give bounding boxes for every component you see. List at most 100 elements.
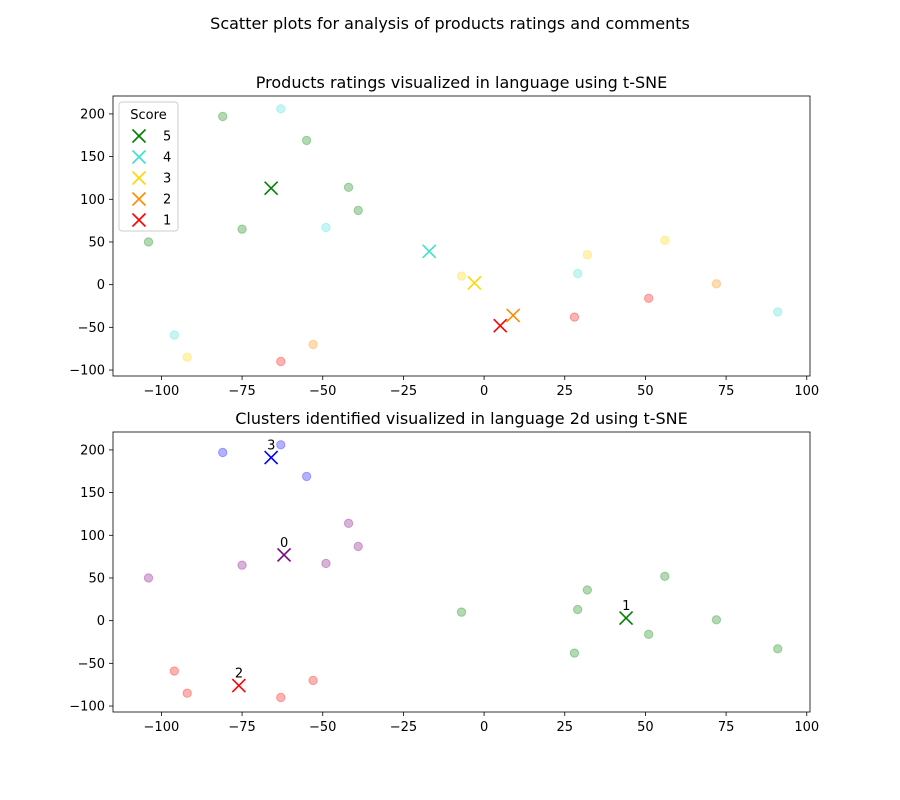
point-series-5	[343, 182, 354, 193]
y-tick-label: −50	[78, 321, 105, 336]
point-series-0	[321, 558, 331, 569]
point-series-4	[321, 222, 331, 233]
y-tick-label: 150	[80, 150, 105, 165]
ratings-scatter-title: Products ratings visualized in language …	[256, 73, 667, 92]
centroid-marker-3	[264, 450, 279, 465]
point-series-3	[582, 250, 593, 260]
point-series-0	[237, 560, 247, 570]
x-tick-label: −75	[228, 384, 255, 399]
point-series-1	[643, 293, 654, 304]
point-series-1	[569, 312, 580, 322]
point-series-2	[169, 666, 180, 676]
y-tick-label: 100	[80, 193, 105, 208]
x-tick-label: −100	[144, 384, 180, 399]
legend-label-4: 4	[163, 151, 171, 166]
y-tick-label: 100	[80, 529, 105, 544]
point-series-1	[773, 644, 783, 654]
centroid-marker-3	[467, 275, 482, 291]
point-series-2	[182, 688, 192, 698]
legend-frame	[118, 101, 179, 232]
point-series-1	[572, 604, 583, 615]
x-tick-label: 0	[480, 720, 488, 735]
legend-marker-2	[131, 191, 147, 207]
centroid-marker-5	[264, 181, 279, 196]
clusters-scatter-panel: Clusters identified visualized in langua…	[69, 409, 819, 735]
point-series-2	[308, 675, 318, 686]
point-series-4	[773, 307, 783, 317]
legend-marker-1	[131, 212, 147, 228]
point-series-3	[301, 471, 312, 482]
legend-label-5: 5	[163, 130, 171, 145]
point-series-5	[218, 111, 228, 122]
centroid-marker-1	[619, 611, 634, 626]
legend-label-2: 2	[163, 193, 171, 208]
point-series-0	[343, 518, 354, 529]
figure-suptitle: Scatter plots for analysis of products r…	[210, 14, 690, 33]
centroid-marker-0	[276, 547, 292, 562]
centroid-label-1: 1	[622, 599, 630, 614]
point-series-1	[569, 648, 580, 658]
clusters-scatter-title: Clusters identified visualized in langua…	[235, 409, 688, 428]
centroid-marker-4	[422, 244, 437, 259]
point-series-3	[276, 440, 286, 450]
point-series-5	[301, 135, 312, 146]
point-series-3	[456, 271, 467, 281]
point-series-4	[276, 104, 286, 114]
point-series-4	[169, 330, 180, 340]
centroid-label-3: 3	[267, 439, 275, 454]
x-tick-label: 100	[794, 720, 819, 735]
x-tick-label: −50	[309, 384, 336, 399]
legend: Score 5 4 3 2 1	[118, 101, 179, 232]
y-tick-label: −50	[78, 657, 105, 672]
y-tick-label: 50	[88, 571, 105, 586]
point-series-4	[572, 268, 583, 279]
plot-frame	[112, 431, 811, 713]
x-tick-label: −50	[309, 720, 336, 735]
y-tick-label: 0	[97, 614, 105, 629]
point-series-5	[353, 205, 363, 216]
x-tick-label: 25	[556, 384, 573, 399]
point-series-3	[660, 235, 670, 245]
point-series-3	[182, 352, 192, 362]
centroid-marker-2	[506, 308, 521, 323]
x-tick-label: −100	[144, 720, 180, 735]
ratings-scatter-panel: Products ratings visualized in language …	[69, 73, 819, 399]
point-series-1	[711, 615, 722, 625]
y-tick-label: 150	[80, 486, 105, 501]
centroid-label-2: 2	[235, 667, 243, 682]
legend-label-1: 1	[163, 214, 171, 229]
y-tick-label: 200	[80, 107, 105, 122]
plot-frame	[112, 95, 811, 377]
point-series-0	[353, 541, 363, 552]
legend-label-3: 3	[163, 172, 171, 187]
point-series-1	[643, 629, 654, 640]
point-series-5	[237, 224, 247, 234]
centroid-marker-1	[493, 318, 508, 333]
point-series-1	[660, 571, 670, 581]
x-tick-label: −25	[390, 384, 417, 399]
point-series-5	[143, 237, 154, 247]
centroid-marker-2	[231, 678, 246, 693]
legend-marker-3	[131, 170, 147, 186]
x-tick-label: 50	[637, 384, 654, 399]
legend-marker-4	[131, 149, 147, 165]
y-tick-label: 0	[97, 278, 105, 293]
x-tick-label: 25	[556, 720, 573, 735]
point-series-3	[218, 447, 228, 458]
point-series-2	[276, 692, 286, 703]
x-tick-label: 75	[718, 384, 735, 399]
point-series-2	[308, 339, 318, 350]
y-tick-label: 50	[88, 235, 105, 250]
y-tick-label: −100	[69, 700, 105, 715]
point-series-0	[143, 573, 154, 583]
x-tick-label: −75	[228, 720, 255, 735]
x-tick-label: 0	[480, 384, 488, 399]
centroid-label-0: 0	[280, 536, 288, 551]
x-tick-label: 100	[794, 384, 819, 399]
point-series-1	[276, 356, 286, 367]
y-tick-label: 200	[80, 443, 105, 458]
x-tick-label: 50	[637, 720, 654, 735]
legend-marker-5	[131, 128, 147, 144]
point-series-2	[711, 279, 722, 289]
